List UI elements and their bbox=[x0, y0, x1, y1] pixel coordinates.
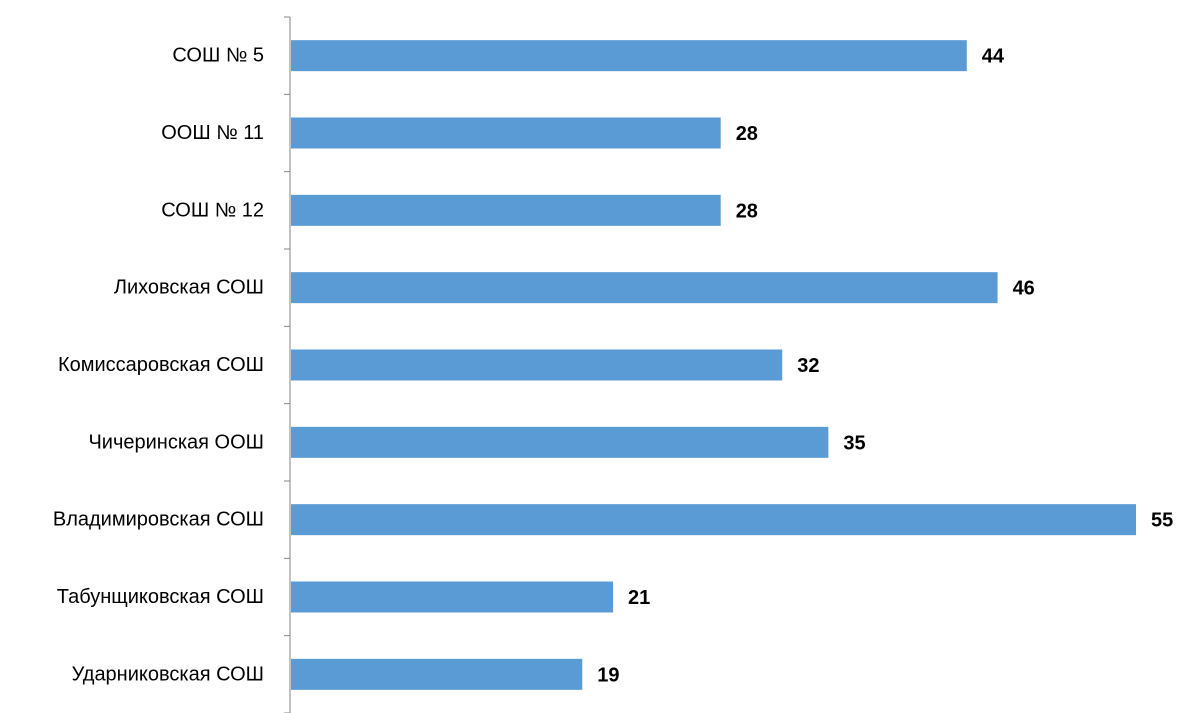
data-label: 46 bbox=[1013, 278, 1035, 300]
data-label: 55 bbox=[1151, 510, 1173, 532]
bar bbox=[291, 426, 829, 458]
category-label: Ударниковская СОШ bbox=[72, 663, 264, 685]
bar bbox=[291, 581, 614, 613]
data-label: 35 bbox=[843, 432, 865, 454]
category-label: Комиссаровская СОШ bbox=[58, 354, 264, 376]
bar bbox=[291, 658, 583, 690]
category-label: СОШ № 12 bbox=[161, 199, 264, 221]
category-label: Табунщиковская СОШ bbox=[57, 586, 264, 608]
category-label: СОШ № 5 bbox=[172, 45, 264, 67]
category-label: Лиховская СОШ bbox=[114, 277, 264, 299]
bars-layer bbox=[291, 40, 1136, 690]
category-axis bbox=[284, 16, 291, 713]
bar bbox=[291, 504, 1136, 536]
bar bbox=[291, 272, 998, 304]
data-label: 44 bbox=[982, 46, 1005, 68]
bar bbox=[291, 194, 721, 226]
category-label: Чичеринская ООШ bbox=[88, 431, 264, 453]
category-label: ООШ № 11 bbox=[161, 122, 264, 144]
data-label: 19 bbox=[597, 664, 619, 686]
category-label: Владимировская СОШ bbox=[53, 509, 264, 531]
bar bbox=[291, 40, 967, 72]
data-label: 32 bbox=[797, 355, 819, 377]
bar bbox=[291, 349, 783, 381]
bar bbox=[291, 117, 721, 149]
labels-layer: СОШ № 5 44 ООШ № 11 28 СОШ № 12 28 Лиховская С… bbox=[53, 45, 1173, 687]
data-label: 21 bbox=[628, 587, 650, 609]
data-label: 28 bbox=[736, 200, 758, 222]
data-label: 28 bbox=[736, 123, 758, 145]
